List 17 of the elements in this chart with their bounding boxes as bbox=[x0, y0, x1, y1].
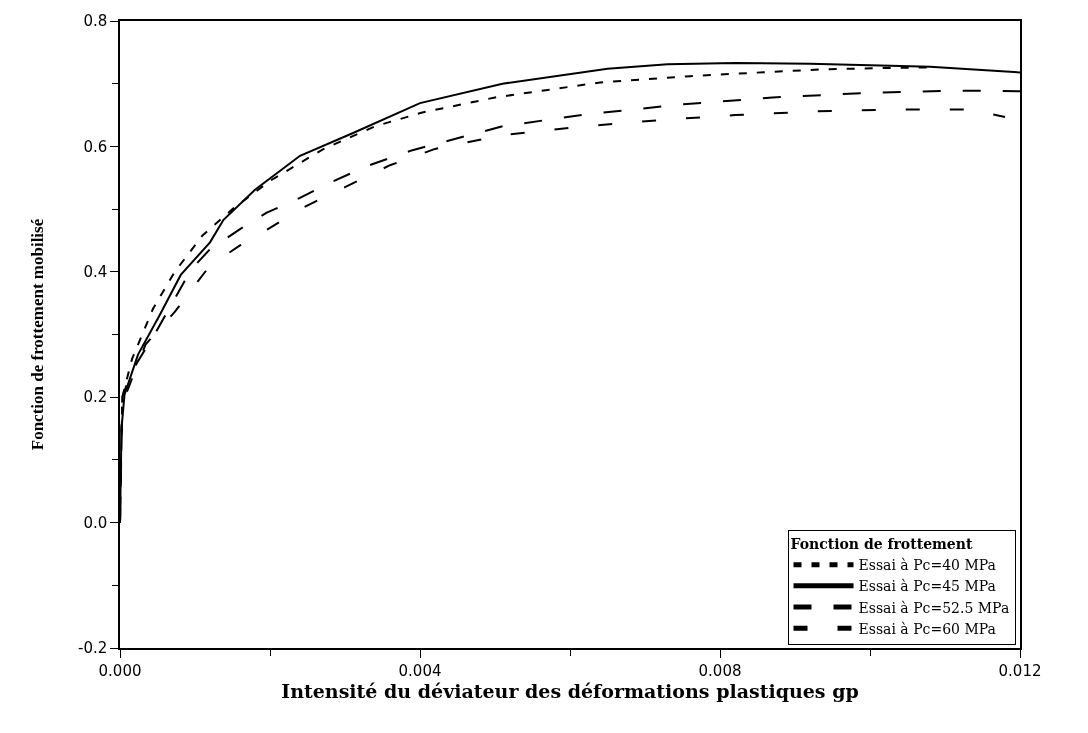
x-axis-title: Intensité du déviateur des déformations plastiques gp bbox=[281, 679, 859, 702]
legend-label: Essai à Pc=60 MPa bbox=[858, 620, 996, 637]
y-tick-label: 0.6 bbox=[83, 137, 108, 156]
y-tick-label: -0.2 bbox=[77, 639, 108, 658]
y-tick-label: 0.8 bbox=[83, 12, 108, 31]
x-tick-label: 0.012 bbox=[998, 661, 1042, 680]
x-tick-label: 0.008 bbox=[698, 661, 742, 680]
legend-title: Fonction de frottement bbox=[790, 536, 973, 553]
y-tick-label: 0.2 bbox=[83, 388, 108, 407]
x-tick-label: 0.004 bbox=[398, 661, 442, 680]
legend-label: Essai à Pc=52.5 MPa bbox=[858, 599, 1010, 616]
y-axis-title: Fonction de frottement mobilisé bbox=[28, 218, 48, 451]
legend-label: Essai à Pc=40 MPa bbox=[858, 557, 996, 574]
y-tick-label: 0.4 bbox=[83, 263, 108, 282]
y-tick-label: 0.0 bbox=[83, 513, 108, 532]
x-tick-label: 0.000 bbox=[98, 661, 142, 680]
legend-label: Essai à Pc=45 MPa bbox=[858, 578, 996, 595]
